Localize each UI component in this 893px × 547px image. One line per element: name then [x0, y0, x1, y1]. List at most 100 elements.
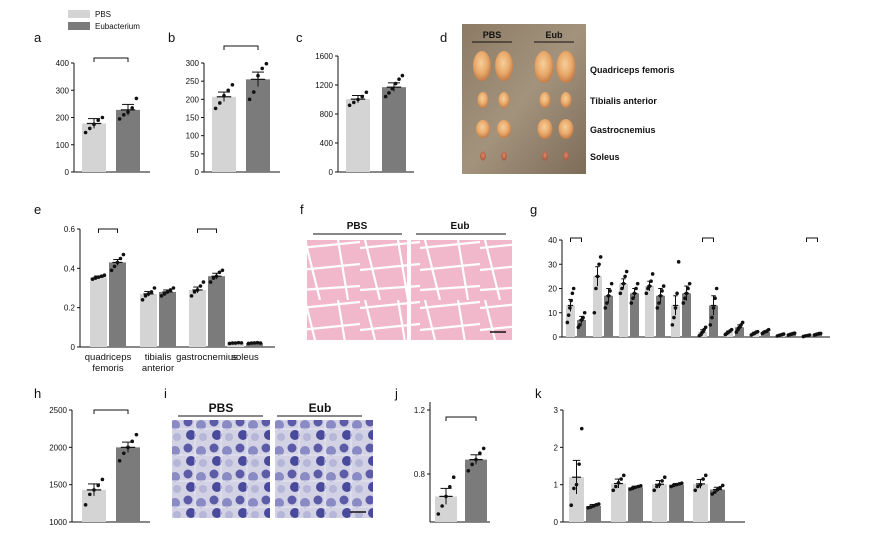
bar-eub: [630, 293, 639, 337]
data-point: [661, 284, 666, 288]
data-point: [658, 293, 663, 298]
x-tick-label-line: tibialis: [145, 352, 172, 363]
significance-bracket: [93, 57, 129, 62]
panel-letter-c: c: [296, 30, 303, 45]
data-point: [126, 110, 130, 114]
y-tick-label: 0.2: [64, 304, 76, 313]
chart-csa: 1000 1500 2000 2500: [49, 406, 150, 527]
x-tick-label: quadriceps femoris: [85, 352, 132, 374]
tibialis-pbs-1: [477, 92, 489, 108]
data-point: [115, 260, 120, 265]
bar-pbs: [593, 276, 602, 337]
y-tick-label: 200: [56, 114, 70, 123]
data-point: [710, 315, 714, 320]
bar-eub: [709, 305, 718, 337]
bar-pbs: [724, 332, 733, 337]
data-point: [683, 296, 687, 301]
data-point: [684, 291, 689, 296]
data-point: [208, 280, 213, 284]
y-tick-label: 150: [186, 114, 200, 123]
data-point: [90, 277, 95, 281]
data-point: [474, 457, 478, 462]
muscle-photo: PBS Eub Quadriceps femoris Tibialis ante…: [462, 24, 675, 174]
legend-swatch-eub: [68, 22, 90, 30]
bar-eub: [710, 489, 725, 522]
muscle-label-soleus: Soleus: [590, 152, 620, 162]
data-point: [714, 286, 719, 291]
data-point: [255, 340, 260, 345]
photo-label-pbs: PBS: [483, 30, 502, 40]
chart-cross-sectional-area: 0 10 20 30 40: [548, 236, 830, 342]
data-point: [635, 281, 640, 286]
bar-pbs: [140, 293, 157, 347]
legend: PBS Eubacterium: [68, 10, 140, 31]
y-tick-label: 50: [190, 150, 199, 159]
data-point: [218, 101, 222, 105]
significance-bracket: [98, 228, 118, 233]
muscle-label-quadriceps: Quadriceps femoris: [590, 65, 675, 75]
panel-letter-i: i: [164, 386, 167, 401]
quadriceps-eub-1: [534, 51, 554, 83]
data-point: [481, 446, 486, 451]
bar-eub: [116, 447, 140, 522]
data-point: [466, 469, 471, 473]
y-tick-label: 400: [56, 59, 70, 68]
data-point: [211, 276, 216, 280]
data-point: [578, 323, 582, 327]
data-point: [189, 294, 194, 298]
data-point: [100, 477, 105, 482]
soleus-pbs-1: [480, 151, 486, 161]
data-point: [444, 494, 448, 499]
bar-eub: [382, 87, 406, 172]
data-point: [621, 281, 626, 286]
y-tick-label: 0.6: [64, 225, 76, 234]
data-point: [260, 66, 265, 71]
data-point: [652, 488, 657, 493]
data-point: [570, 291, 575, 296]
significance-bracket: [93, 409, 129, 414]
bar-pbs: [645, 286, 654, 337]
significance-bracket: [223, 45, 259, 50]
y-tick-label: 100: [56, 141, 70, 150]
panel-letter-j: j: [394, 386, 398, 401]
bar-pbs: [693, 483, 708, 522]
data-point: [236, 340, 241, 345]
bar-pbs: [750, 333, 759, 337]
data-point: [650, 272, 655, 276]
data-point: [220, 268, 225, 273]
y-tick-label: 2000: [49, 443, 67, 452]
quadriceps-pbs-1: [473, 51, 491, 81]
data-point: [569, 503, 574, 508]
data-point: [598, 255, 603, 259]
y-tick-label: 0.8: [414, 470, 426, 479]
data-point: [134, 96, 139, 101]
data-point: [581, 315, 585, 320]
data-point: [118, 256, 123, 261]
data-point: [670, 323, 675, 327]
y-tick-label: 40: [548, 236, 557, 245]
data-point: [693, 488, 698, 493]
significance-bracket: [570, 237, 582, 242]
data-point: [710, 492, 715, 496]
data-point: [608, 289, 612, 293]
x-tick-label-line: anterior: [142, 363, 174, 374]
data-point: [595, 274, 600, 279]
soleus-pbs-2: [501, 151, 507, 161]
y-tick-label: 20: [548, 285, 557, 294]
x-tick-label-line: quadriceps: [85, 352, 132, 363]
data-point: [134, 432, 139, 437]
data-point: [92, 488, 96, 492]
bar-pbs: [611, 483, 626, 522]
legend-label-pbs: PBS: [95, 10, 111, 19]
data-point: [93, 276, 98, 280]
data-point: [632, 291, 637, 296]
chart-stained-fibers: 0.8 1.2: [414, 402, 490, 523]
tibialis-eub-2: [560, 92, 572, 108]
gastrocnemius-pbs-2: [497, 120, 511, 138]
data-point: [681, 301, 686, 305]
data-point: [696, 484, 700, 489]
panel-letter-g: g: [530, 202, 537, 217]
data-point: [614, 484, 618, 489]
bar-eub: [208, 276, 225, 347]
